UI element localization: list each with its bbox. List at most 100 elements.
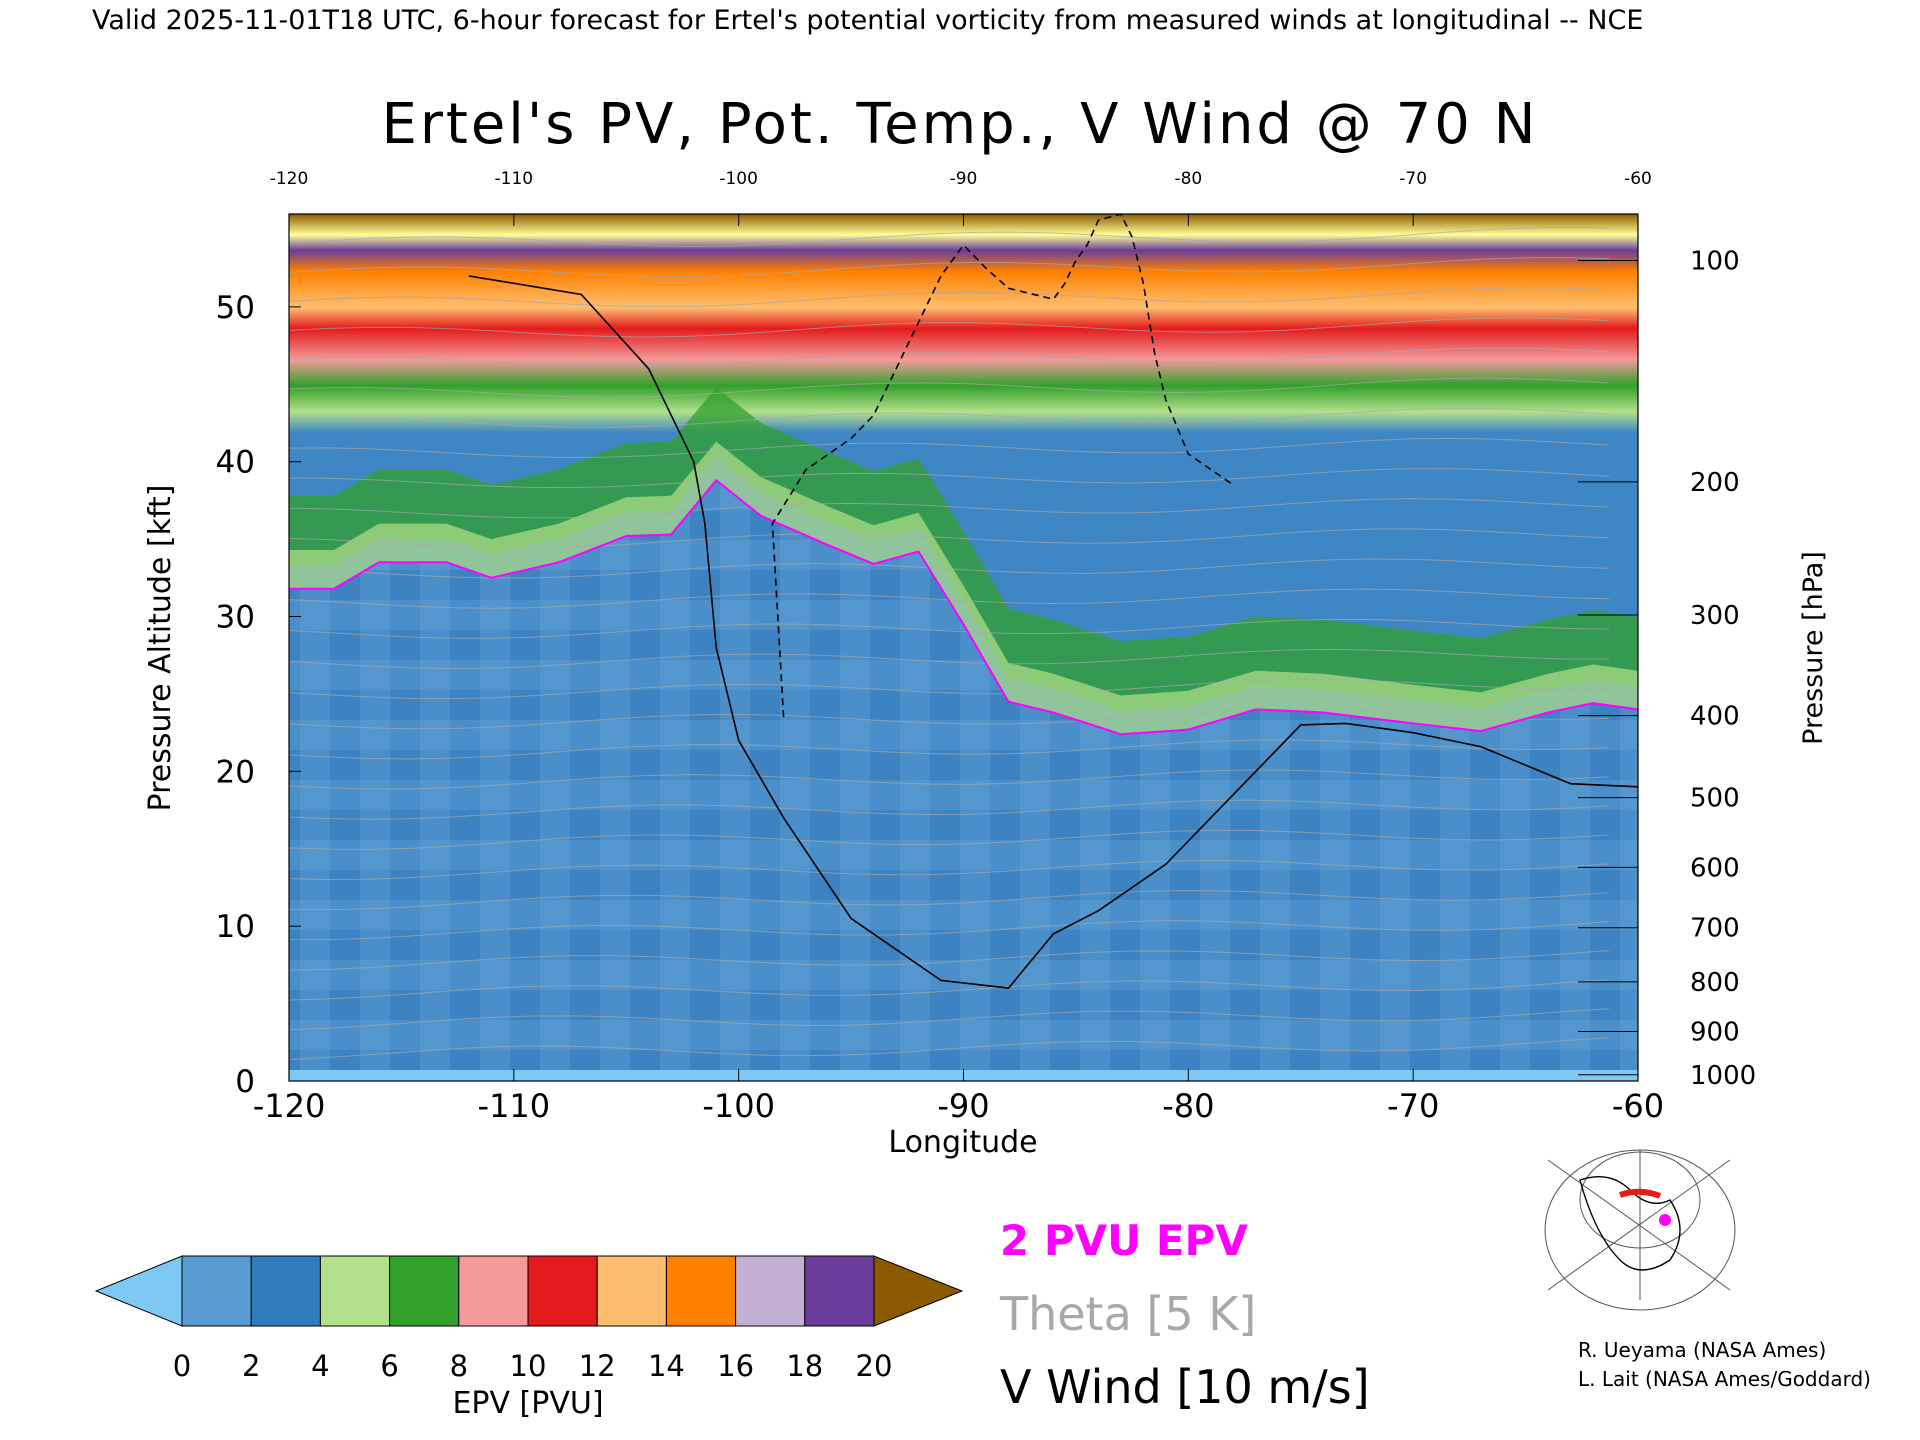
theta-line (289, 648, 1610, 670)
colorbar-tick-label: 20 (856, 1349, 893, 1383)
theta-line (289, 769, 1610, 790)
pressure-tick-label: 700 (1690, 914, 1740, 944)
colorbar-under (94, 1255, 183, 1327)
location-marker (1659, 1214, 1671, 1226)
theta-line (289, 920, 1610, 941)
theta-line (289, 1008, 1610, 1031)
valid-header: Valid 2025-11-01T18 UTC, 6-hour forecast… (92, 5, 1643, 36)
theta-contours (289, 226, 1610, 1060)
colorbar-segment (319, 1255, 391, 1327)
vwind-neg10-contour (771, 214, 1234, 718)
x-tick-label: -80 (1162, 1087, 1214, 1125)
colorbar-tick-label: 10 (510, 1349, 547, 1383)
theta-line (289, 347, 1610, 368)
colorbar-label: EPV [PVU] (452, 1386, 603, 1421)
pressure-tick-label: 500 (1690, 784, 1740, 814)
y-axis-label: Pressure Altitude [kft] (143, 485, 178, 812)
colorbar-segment (665, 1255, 737, 1327)
colorbar-segment (804, 1255, 875, 1327)
theta-line (289, 468, 1610, 489)
theta-line (289, 950, 1610, 971)
colorbar-tick-label: 8 (450, 1349, 468, 1383)
top-tick-label: -90 (950, 169, 978, 189)
theta-line (289, 1037, 1610, 1060)
pressure-tick-label: 1000 (1690, 1061, 1756, 1091)
pv-field-green (289, 387, 1638, 711)
top-tick-label: -70 (1399, 169, 1427, 189)
top-tick-label: -100 (719, 169, 758, 189)
pressure-tick-label: 200 (1690, 468, 1740, 498)
pressure-tick-label: 100 (1690, 246, 1740, 276)
colorbar-tick-label: 14 (648, 1349, 685, 1383)
plot-area (289, 214, 1638, 1081)
y-tick-label: 30 (216, 600, 255, 636)
colorbar-tick-label: 2 (242, 1349, 260, 1383)
pressure-tick-label: 900 (1690, 1017, 1740, 1047)
colorbar-tick-label: 18 (786, 1349, 823, 1383)
pv-2pvu-line (289, 478, 1638, 736)
x-axis: -120 -110 -100 -90 -80 -70 -60 (253, 1069, 1664, 1125)
y-axis-right: 100 200 300 400 500 600 700 800 900 1000 (1578, 246, 1756, 1091)
x-axis-label: Longitude (888, 1125, 1037, 1160)
chart-title: Ertel's PV, Pot. Temp., V Wind @ 70 N (381, 92, 1538, 157)
theta-line (289, 979, 1610, 1001)
y-axis-left: 0 10 20 30 40 50 (216, 290, 301, 1100)
y-tick-label: 20 (216, 754, 255, 790)
locator-map (1540, 1149, 1736, 1311)
y-tick-label: 40 (216, 445, 255, 481)
theta-line (289, 317, 1610, 338)
credit-line-2: L. Lait (NASA Ames/Goddard) (1578, 1367, 1871, 1391)
colorbar-segment (389, 1255, 460, 1327)
pv-colorbar: 0 2 4 6 8 10 12 14 16 18 20 (94, 1255, 964, 1383)
y-axis-right-label: Pressure [hPa] (1798, 551, 1829, 745)
legend-wind: V Wind [10 m/s] (1000, 1360, 1370, 1414)
vwind-zero-contour (468, 275, 1638, 989)
theta-line (289, 588, 1610, 609)
theta-line (289, 859, 1610, 881)
y-tick-label: 0 (235, 1064, 255, 1100)
theta-line (289, 528, 1610, 549)
theta-line (289, 799, 1610, 820)
x-tick-label: -70 (1387, 1087, 1439, 1125)
theta-line (289, 618, 1610, 639)
top-tick-label: -120 (270, 169, 309, 189)
legend-theta: Theta [5 K] (999, 1287, 1256, 1341)
colorbar-segment (181, 1255, 252, 1327)
theta-line (289, 890, 1610, 911)
top-tick-label: -60 (1624, 169, 1652, 189)
pressure-tick-label: 300 (1690, 601, 1740, 631)
theta-line (289, 377, 1610, 398)
top-tick-label: -110 (495, 169, 534, 189)
pressure-tick-label: 600 (1690, 853, 1740, 883)
pressure-tick-label: 400 (1690, 702, 1740, 732)
pressure-tick-label: 800 (1690, 968, 1740, 998)
pv-field-lightgreen (289, 441, 1638, 735)
theta-line (289, 257, 1610, 278)
theta-line (289, 287, 1610, 308)
theta-line (289, 829, 1610, 850)
x-tick-label: -120 (253, 1087, 326, 1125)
top-tick-label: -80 (1174, 169, 1202, 189)
theta-line (289, 407, 1610, 428)
colorbar-segment (596, 1255, 667, 1327)
credit-line-1: R. Ueyama (NASA Ames) (1578, 1338, 1826, 1362)
colorbar-tick-label: 6 (380, 1349, 398, 1383)
colorbar-tick-label: 16 (717, 1349, 754, 1383)
colorbar-tick-label: 12 (579, 1349, 616, 1383)
x-tick-label: -90 (937, 1087, 989, 1125)
colorbar-over (873, 1255, 964, 1327)
theta-line (289, 679, 1610, 700)
x-tick-label: -60 (1612, 1087, 1664, 1125)
colorbar-segment (250, 1255, 321, 1327)
top-axis: -120 -110 -100 -90 -80 -70 -60 (270, 169, 1652, 226)
theta-line (289, 498, 1610, 519)
theta-line (289, 709, 1610, 730)
theta-line (289, 226, 1610, 248)
colorbar-segment (458, 1255, 529, 1327)
colorbar-segment (527, 1255, 598, 1327)
theta-line (289, 739, 1610, 760)
legend-pv: 2 PVU EPV (1000, 1216, 1248, 1265)
colorbar-segment (735, 1255, 806, 1327)
theta-line (289, 437, 1610, 459)
